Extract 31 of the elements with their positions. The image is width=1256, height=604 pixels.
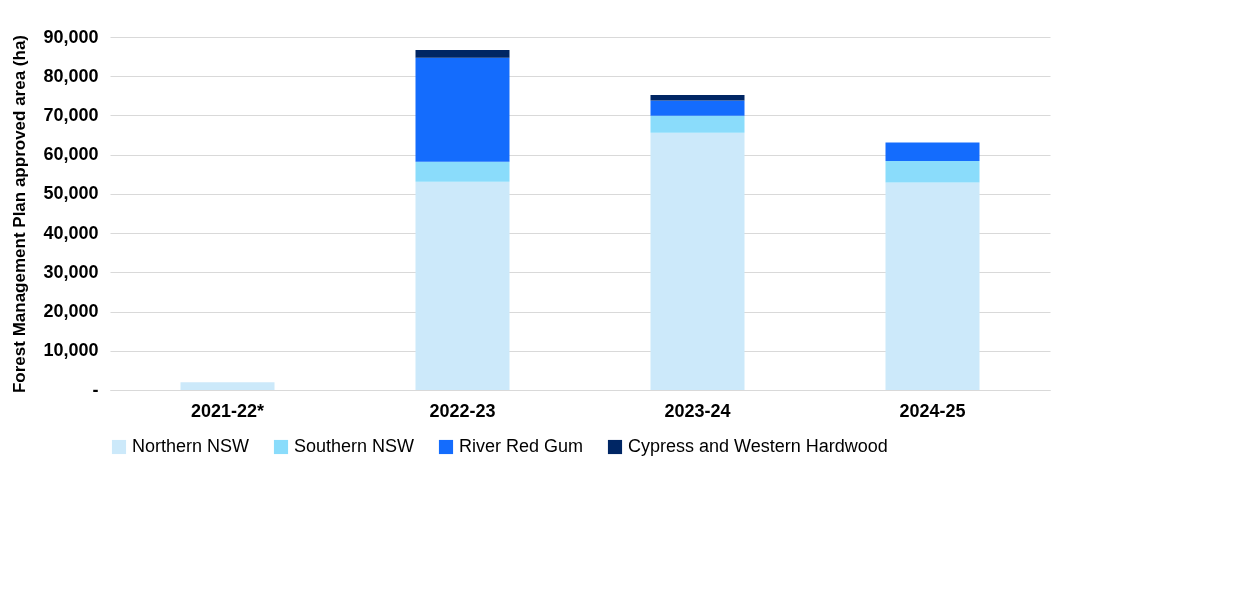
bar [885, 160, 980, 183]
legend-label: Cypress and Western Hardwood [628, 436, 888, 456]
y-tick-label: 70,000 [43, 104, 99, 125]
x-tick-label: 2021-22* [190, 400, 265, 421]
bar [650, 100, 745, 116]
legend-label: Southern NSW [294, 436, 415, 456]
bar [415, 161, 510, 182]
bar [415, 57, 510, 162]
y-tick-label: 80,000 [43, 65, 99, 86]
bar [650, 95, 745, 101]
y-tick-label: 30,000 [43, 261, 99, 282]
bar [650, 132, 745, 390]
bar [415, 181, 510, 390]
bar [885, 182, 980, 390]
y-tick-label: 50,000 [43, 183, 99, 204]
y-tick-label: 40,000 [43, 222, 99, 243]
x-tick-label: 2024-25 [899, 400, 966, 421]
bar [650, 115, 745, 133]
bar [180, 382, 275, 390]
x-tick-label: 2023-24 [664, 400, 731, 421]
bar [885, 142, 980, 161]
y-tick-label: - [92, 379, 99, 400]
y-tick-label: 90,000 [43, 26, 99, 47]
y-tick-label: 60,000 [43, 144, 99, 165]
y-tick-label: 10,000 [43, 340, 99, 361]
bar [415, 49, 510, 58]
y-axis-title: Forest Management Plan approved area (ha) [10, 34, 30, 394]
legend-label: River Red Gum [459, 436, 584, 456]
y-tick-label: 20,000 [43, 301, 99, 322]
x-tick-label: 2022-23 [429, 400, 496, 421]
legend-label: Northern NSW [132, 436, 250, 456]
